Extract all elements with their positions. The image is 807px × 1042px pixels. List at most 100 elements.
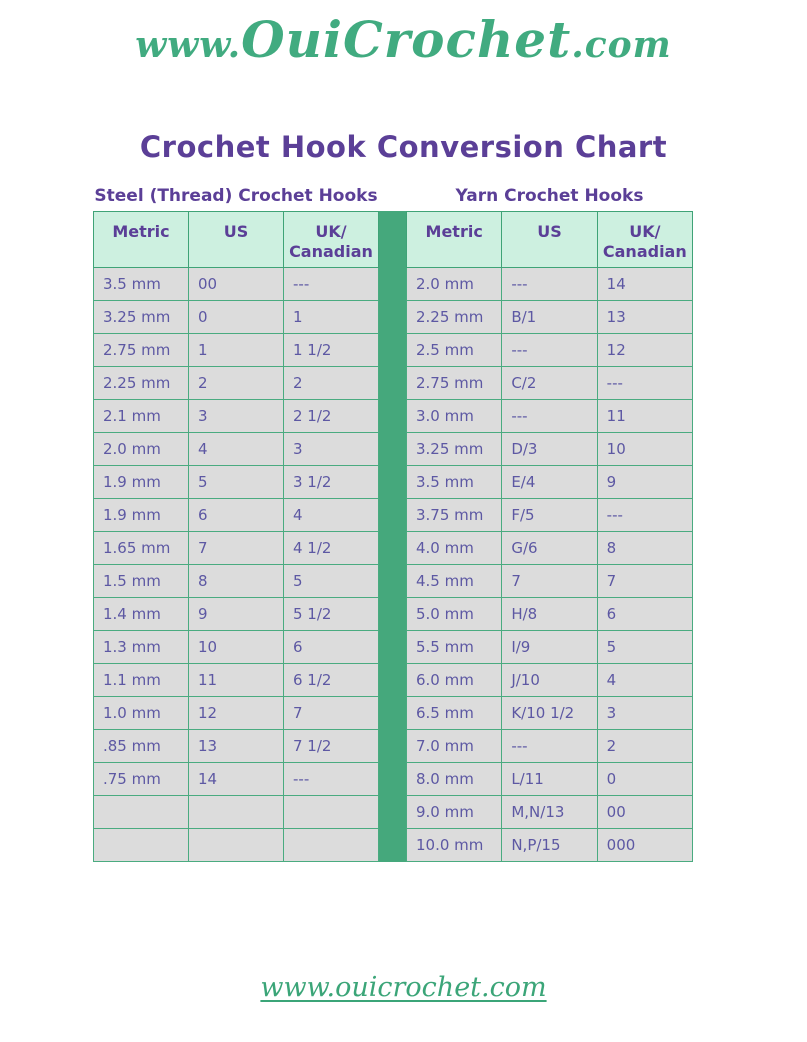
column-header: US	[188, 211, 284, 268]
column-header: Metric	[93, 211, 189, 268]
table-cell: ---	[283, 267, 379, 301]
table-cell: 4	[283, 498, 379, 532]
table-cell: 2.25 mm	[93, 366, 189, 400]
column-header: Metric	[405, 211, 503, 268]
table-cell: 2.1 mm	[93, 399, 189, 433]
table-cell: 7 1/2	[283, 729, 379, 763]
table-cell: 3.75 mm	[405, 498, 503, 532]
yarn-table-title: Yarn Crochet Hooks	[455, 186, 644, 206]
table-cell: H/8	[501, 597, 598, 631]
table-row: 9.0 mm M,N/13 00	[405, 795, 694, 829]
table-row: 2.0 mm 4 3	[93, 432, 379, 466]
table-cell: .75 mm	[93, 762, 189, 796]
table-cell: 12	[596, 333, 694, 367]
table-row: 6.0 mm J/10 4	[405, 663, 694, 697]
steel-hooks-table: Metric US UK/ Canadian 3.5 mm 00 --- 3.25 mm 0 1…	[93, 211, 379, 862]
table-row: 1.1 mm 11 6 1/2	[93, 663, 379, 697]
table-cell: 2.25 mm	[405, 300, 503, 334]
table-cell: 11	[188, 663, 284, 697]
table-cell: 2.0 mm	[405, 267, 503, 301]
table-row: 3.5 mm E/4 9	[405, 465, 694, 499]
table-row: 4.0 mm G/6 8	[405, 531, 694, 565]
table-cell: 8	[188, 564, 284, 598]
table-row: .75 mm 14 ---	[93, 762, 379, 796]
table-cell: 6.0 mm	[405, 663, 503, 697]
table-cell: J/10	[501, 663, 598, 697]
table-row: 3.0 mm --- 11	[405, 399, 694, 433]
table-row: 3.5 mm 00 ---	[93, 267, 379, 301]
table-row: 6.5 mm K/10 1/2 3	[405, 696, 694, 730]
table-cell: 11	[596, 399, 694, 433]
table-cell	[93, 795, 189, 829]
table-cell: 14	[188, 762, 284, 796]
table-row: 2.5 mm --- 12	[405, 333, 694, 367]
table-cell: 5	[596, 630, 694, 664]
table-row: 3.75 mm F/5 ---	[405, 498, 694, 532]
table-row: 3.25 mm 0 1	[93, 300, 379, 334]
table-cell: K/10 1/2	[501, 696, 598, 730]
table-cell: 3.5 mm	[93, 267, 189, 301]
table-cell: 1	[283, 300, 379, 334]
site-logo: www.OuiCrochet.com	[0, 0, 807, 76]
table-row: 7.0 mm --- 2	[405, 729, 694, 763]
table-cell: C/2	[501, 366, 598, 400]
table-cell: 3.25 mm	[405, 432, 503, 466]
table-row: 2.75 mm C/2 ---	[405, 366, 694, 400]
table-cell: 5	[188, 465, 284, 499]
table-row: 3.25 mm D/3 10	[405, 432, 694, 466]
table-cell: ---	[283, 762, 379, 796]
table-row	[93, 795, 379, 829]
table-cell: 3	[596, 696, 694, 730]
footer-website-link[interactable]: www.ouicrochet.com	[260, 972, 547, 1003]
table-cell: 7	[596, 564, 694, 598]
table-cell: 1	[188, 333, 284, 367]
tables-row: Metric US UK/ Canadian 3.5 mm 00 --- 3.25 mm 0 1…	[93, 211, 694, 862]
table-cell: F/5	[501, 498, 598, 532]
table-cell: ---	[596, 498, 694, 532]
table-row: 4.5 mm 7 7	[405, 564, 694, 598]
table-cell: ---	[501, 729, 598, 763]
table-cell: 13	[188, 729, 284, 763]
table-cell	[188, 795, 284, 829]
table-cell: 00	[596, 795, 694, 829]
table-cell: 9	[188, 597, 284, 631]
table-row: 5.0 mm H/8 6	[405, 597, 694, 631]
table-cell: 7	[283, 696, 379, 730]
table-cell: 10	[596, 432, 694, 466]
table-cell: 3 1/2	[283, 465, 379, 499]
table-row: 1.9 mm 5 3 1/2	[93, 465, 379, 499]
table-cell: N,P/15	[501, 828, 598, 862]
conversion-chart: Steel (Thread) Crochet Hooks Yarn Croche…	[93, 186, 694, 862]
table-cell: 2.0 mm	[93, 432, 189, 466]
table-cell: 5 1/2	[283, 597, 379, 631]
table-cell: 2.75 mm	[405, 366, 503, 400]
column-header: UK/ Canadian	[596, 211, 694, 268]
table-row: 2.1 mm 3 2 1/2	[93, 399, 379, 433]
table-cell: 1 1/2	[283, 333, 379, 367]
table-cell: 1.5 mm	[93, 564, 189, 598]
page-title: Crochet Hook Conversion Chart	[139, 130, 668, 164]
table-cell: 2.5 mm	[405, 333, 503, 367]
table-cell: 6.5 mm	[405, 696, 503, 730]
table-cell: 10.0 mm	[405, 828, 503, 862]
table-cell: 1.3 mm	[93, 630, 189, 664]
table-cell: 7.0 mm	[405, 729, 503, 763]
yarn-hooks-table: Metric US UK/ Canadian 2.0 mm --- 14 2.25 mm B/…	[405, 211, 694, 862]
table-cell: 13	[596, 300, 694, 334]
table-cell: M,N/13	[501, 795, 598, 829]
table-cell: 1.9 mm	[93, 465, 189, 499]
table-cell: 3	[188, 399, 284, 433]
table-cell: 4	[596, 663, 694, 697]
table-row: 1.4 mm 9 5 1/2	[93, 597, 379, 631]
subtitle-spacer	[379, 186, 406, 211]
table-cell	[93, 828, 189, 862]
table-cell: D/3	[501, 432, 598, 466]
table-cell: 4	[188, 432, 284, 466]
table-cell: 1.9 mm	[93, 498, 189, 532]
table-row: 5.5 mm I/9 5	[405, 630, 694, 664]
footer: www.ouicrochet.com	[0, 972, 807, 1003]
column-header: US	[501, 211, 598, 268]
table-cell: 1.4 mm	[93, 597, 189, 631]
table-cell: .85 mm	[93, 729, 189, 763]
table-cell: 6 1/2	[283, 663, 379, 697]
